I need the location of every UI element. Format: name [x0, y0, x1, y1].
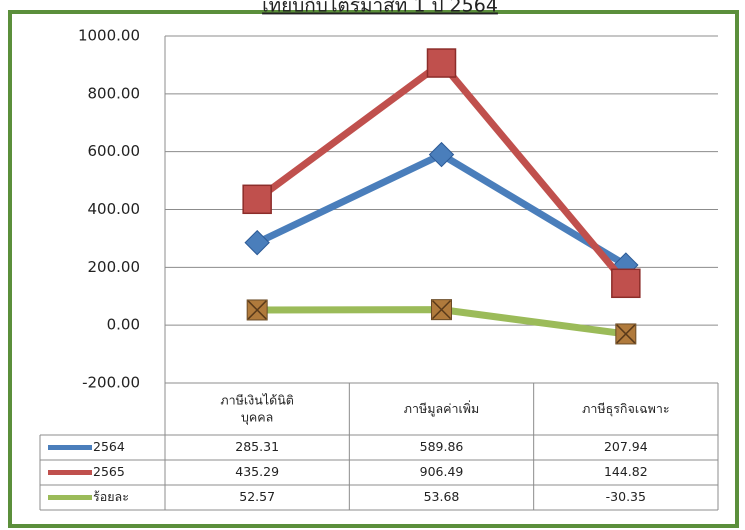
y-tick-label: 800.00: [88, 84, 141, 102]
x-tick-label: ภาษีธุรกิจเฉพาะ: [582, 401, 670, 417]
x-tick-label: ภาษีเงินได้นิติบุคคล: [220, 392, 294, 425]
y-tick-label: -200.00: [82, 374, 140, 392]
table-value: 589.86: [420, 439, 464, 454]
point: [244, 229, 270, 256]
chart-title: เทียบกับไตรมาสที่ 1 ปี 2564: [262, 0, 498, 17]
table-value: 435.29: [235, 464, 279, 479]
point-cross: [247, 300, 267, 320]
point: [431, 299, 452, 321]
point-cross: [431, 300, 452, 320]
point-cross: [616, 324, 636, 344]
x-tick-label-line: ภาษีมูลค่าเพิ่ม: [404, 400, 480, 417]
legend-label: ร้อยละ: [93, 489, 129, 504]
series-line: [255, 59, 629, 286]
y-tick-label: 400.00: [88, 200, 141, 218]
point: [615, 323, 637, 345]
legend-label: 2564: [93, 439, 125, 454]
table-value: 52.57: [239, 489, 275, 504]
point: [611, 268, 641, 299]
frame: [8, 10, 739, 528]
table-value: 285.31: [235, 439, 279, 454]
y-tick-label: 1000.00: [78, 27, 140, 45]
x-tick-label: ภาษีมูลค่าเพิ่ม: [404, 400, 480, 417]
x-tick-label-line: บุคคล: [241, 409, 273, 425]
point: [242, 184, 272, 215]
table-value: 207.94: [604, 439, 648, 454]
point: [426, 48, 457, 78]
y-tick-label: 600.00: [88, 142, 141, 160]
table-value: 906.49: [420, 464, 464, 479]
x-tick-label-line: ภาษีเงินได้นิติ: [220, 392, 294, 407]
table-value: -30.35: [606, 489, 646, 504]
point: [428, 141, 455, 168]
x-tick-label-line: ภาษีธุรกิจเฉพาะ: [582, 401, 670, 417]
legend-label: 2565: [93, 464, 125, 479]
y-tick-label: 200.00: [88, 258, 141, 276]
table-value: 53.68: [424, 489, 460, 504]
y-tick-label: 0.00: [107, 316, 140, 334]
point: [246, 299, 268, 321]
table-value: 144.82: [604, 464, 648, 479]
